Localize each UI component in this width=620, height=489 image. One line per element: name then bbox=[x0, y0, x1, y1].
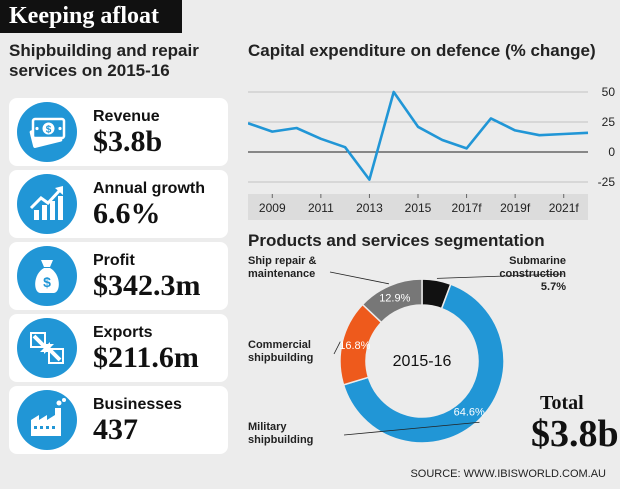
stat-value: $342.3m bbox=[93, 269, 201, 302]
banner-title: Keeping afloat bbox=[0, 0, 182, 33]
slice-value-label: 12.9% bbox=[379, 293, 410, 305]
x-tick-label: 2009 bbox=[259, 201, 286, 215]
factory-icon bbox=[17, 390, 77, 450]
stat-label: Profit bbox=[93, 252, 135, 269]
slice-label-line-2: construction bbox=[499, 268, 566, 280]
leader-line bbox=[329, 271, 389, 285]
stat-value: $211.6m bbox=[93, 341, 199, 374]
growth-chart-icon bbox=[17, 174, 77, 234]
slice-label-line-2: maintenance bbox=[248, 268, 315, 280]
y-tick-label: 50 bbox=[602, 85, 616, 99]
y-tick-label: 25 bbox=[602, 115, 616, 129]
stat-value: 6.6% bbox=[93, 197, 161, 230]
x-tick-label: 2011 bbox=[308, 201, 334, 215]
left-title-line-2: services on 2015-16 bbox=[9, 61, 170, 80]
slice-label-line-1: Submarine bbox=[509, 255, 566, 267]
y-tick-label: 0 bbox=[608, 145, 615, 159]
slice-label-line-1: Ship repair & bbox=[248, 255, 317, 267]
stat-card-businesses: Businesses 437 bbox=[9, 386, 228, 454]
slice-value-label: 5.7% bbox=[541, 281, 566, 293]
donut-center-label: 2015-16 bbox=[393, 353, 452, 370]
pie-chart: Submarineconstruction5.7%64.6%Militarysh… bbox=[248, 255, 566, 446]
x-tick-label: 2021f bbox=[549, 201, 580, 215]
pie-chart-title: Products and services segmentation bbox=[248, 231, 545, 250]
pie-slice bbox=[361, 278, 423, 324]
line-chart: 50 25 0 -25 2009 2011 2013 2015 2017f 2019f 2021f bbox=[248, 80, 616, 220]
stat-label: Annual growth bbox=[93, 180, 205, 197]
stat-card-annual-growth: Annual growth 6.6% bbox=[9, 170, 228, 238]
left-panel-title: Shipbuilding and repair services on 2015… bbox=[9, 41, 229, 81]
stat-card-revenue: $ Revenue $3.8b bbox=[9, 98, 228, 166]
slice-label-line-2: shipbuilding bbox=[248, 352, 313, 364]
stat-value: 437 bbox=[93, 413, 138, 446]
money-icon: $ bbox=[17, 102, 77, 162]
left-title-line-1: Shipbuilding and repair bbox=[9, 41, 199, 60]
money-bag-icon: $ bbox=[17, 246, 77, 306]
slice-label-line-1: Commercial bbox=[248, 339, 311, 351]
x-tick-label: 2013 bbox=[356, 201, 383, 215]
plot-area bbox=[248, 80, 588, 194]
slice-label-line-2: shipbuilding bbox=[248, 434, 313, 446]
source-note: SOURCE: WWW.IBISWORLD.COM.AU bbox=[410, 468, 606, 480]
slice-value-label: 16.8% bbox=[339, 340, 370, 352]
svg-text:$: $ bbox=[43, 274, 51, 290]
total-value: $3.8b bbox=[531, 413, 619, 455]
y-tick-label: -25 bbox=[598, 175, 616, 189]
slice-value-label: 64.6% bbox=[454, 406, 485, 418]
line-chart-title: Capital expenditure on defence (% change… bbox=[248, 41, 596, 60]
x-tick-label: 2017f bbox=[452, 201, 483, 215]
pie-slice bbox=[342, 283, 505, 444]
svg-text:$: $ bbox=[46, 125, 52, 136]
leader-line bbox=[436, 273, 564, 279]
x-axis-band bbox=[248, 194, 588, 220]
total-label: Total bbox=[540, 392, 584, 414]
stat-card-exports: Exports $211.6m bbox=[9, 314, 228, 382]
exports-arrows-icon bbox=[17, 318, 77, 378]
slice-label-line-1: Military bbox=[248, 421, 287, 433]
stat-label: Revenue bbox=[93, 108, 160, 125]
stat-label: Businesses bbox=[93, 396, 182, 413]
stat-value: $3.8b bbox=[93, 125, 163, 158]
x-tick-label: 2015 bbox=[405, 201, 432, 215]
stat-card-profit: $ Profit $342.3m bbox=[9, 242, 228, 310]
series-line bbox=[248, 90, 589, 181]
leader-line bbox=[333, 341, 341, 355]
x-tick-label: 2019f bbox=[500, 201, 531, 215]
stat-label: Exports bbox=[93, 324, 153, 341]
leader-line bbox=[343, 421, 480, 436]
